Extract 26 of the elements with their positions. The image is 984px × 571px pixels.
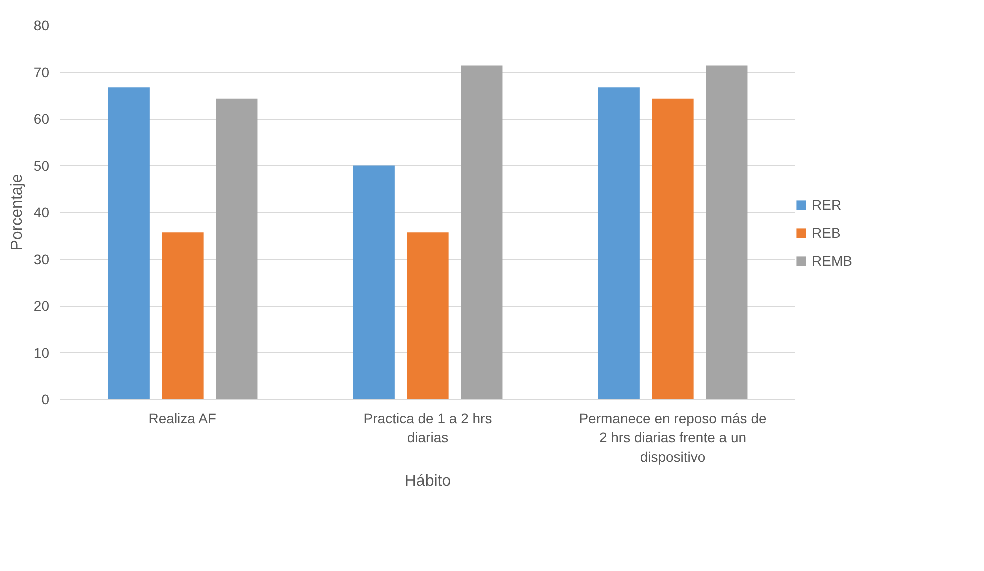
bar bbox=[162, 232, 204, 400]
bar bbox=[108, 88, 150, 400]
bar bbox=[407, 232, 449, 400]
y-tick-label: 20 bbox=[34, 298, 50, 314]
bar bbox=[353, 166, 395, 400]
y-tick-label: 30 bbox=[34, 251, 50, 268]
y-tick-label: 10 bbox=[34, 344, 50, 361]
x-tick-label: Permanece en reposo más de 2 hrs diarias frente a un dispositivo bbox=[579, 410, 767, 465]
bar bbox=[461, 66, 503, 400]
y-tick-label: 40 bbox=[34, 204, 50, 220]
bar bbox=[216, 98, 258, 400]
legend-label: REMB bbox=[812, 253, 852, 269]
legend-label: REB bbox=[812, 225, 841, 241]
x-axis-title: Hábito bbox=[404, 472, 452, 490]
y-axis-title: Porcentaje bbox=[8, 174, 26, 251]
y-tick-label: 80 bbox=[34, 18, 50, 34]
y-tick-label: 50 bbox=[34, 158, 50, 174]
x-tick-label: Practica de 1 a 2 hrs diarias bbox=[364, 410, 492, 446]
y-tick-label: 70 bbox=[34, 64, 50, 80]
y-tick-label: 0 bbox=[42, 392, 50, 408]
bar bbox=[706, 66, 748, 400]
bar bbox=[598, 88, 640, 400]
y-tick-label: 60 bbox=[34, 111, 50, 127]
legend-label: RER bbox=[812, 197, 842, 213]
bar bbox=[652, 98, 694, 400]
x-tick-label: Realiza AF bbox=[148, 410, 216, 426]
